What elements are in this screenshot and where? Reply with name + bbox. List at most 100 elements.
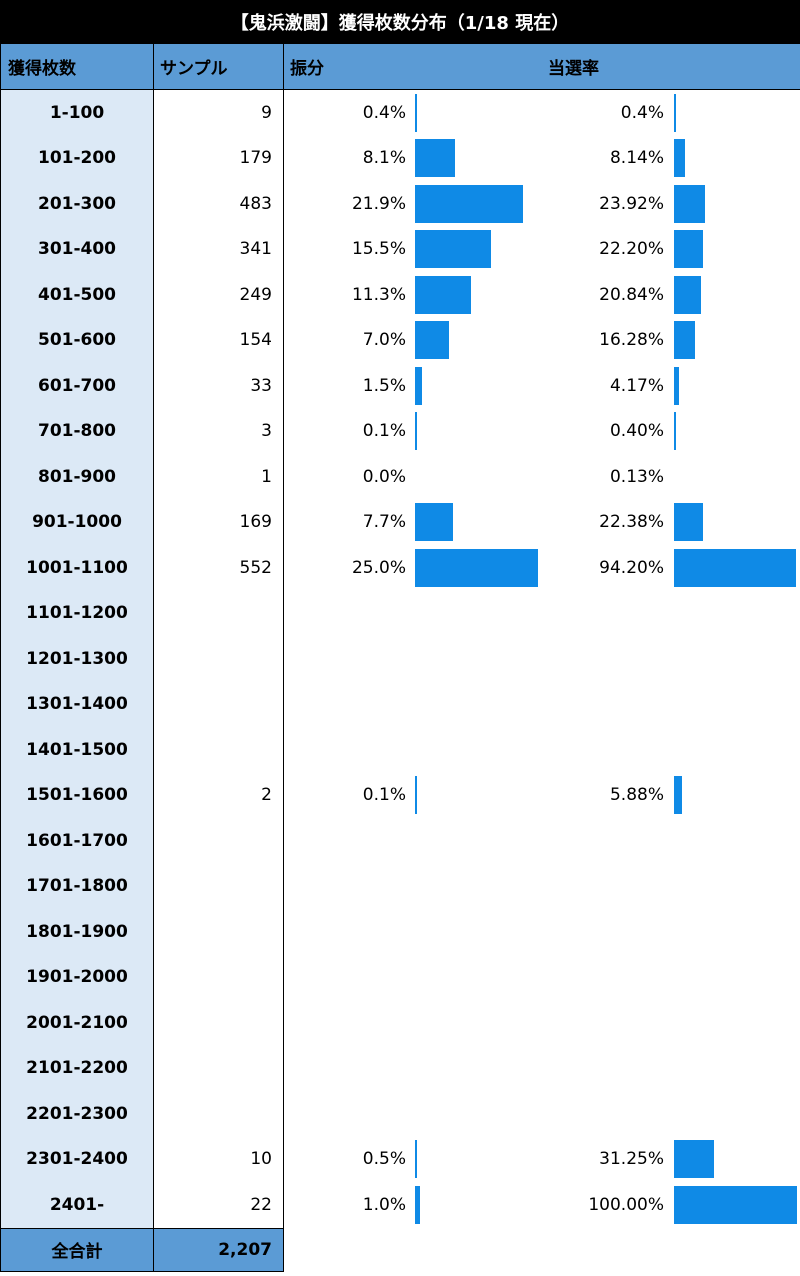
share-bar: [415, 139, 455, 177]
grid-line: [0, 44, 1, 1272]
rate-label: [540, 1091, 670, 1137]
sample-value: 1: [261, 466, 272, 487]
rate-label: [540, 727, 670, 773]
rate-bar: [674, 548, 796, 587]
share-bar: [415, 230, 492, 268]
rate-label: 0.13%: [609, 466, 664, 487]
rate-bar: [674, 503, 703, 541]
sample-value: [154, 1046, 284, 1092]
sample-value: [154, 636, 284, 682]
range-label: 2401-: [0, 1182, 154, 1228]
share-label: 0.4%: [362, 102, 406, 123]
sample-value: 33: [250, 375, 272, 396]
share-bar: [415, 776, 417, 814]
range-label: 1001-1100: [0, 545, 154, 591]
range-label: 1-100: [0, 90, 154, 136]
rate-label: 8.14%: [609, 148, 664, 169]
table-row: 801-900 1 0.0% 0.13%: [0, 454, 800, 500]
rate-label: 4.17%: [609, 375, 664, 396]
grid-line: [153, 44, 154, 1272]
range-label: 1701-1800: [0, 863, 154, 909]
header-share: 振分: [290, 59, 324, 79]
share-label: 11.3%: [351, 284, 406, 305]
rate-label: [540, 1046, 670, 1092]
header-sample: サンプル: [160, 59, 228, 79]
sample-value: [154, 1000, 284, 1046]
rate-label: [540, 1000, 670, 1046]
share-bar: [415, 1185, 420, 1224]
rate-label: [540, 636, 670, 682]
sample-value: [154, 955, 284, 1001]
sample-value: 22: [250, 1194, 272, 1215]
table-row: 1201-1300: [0, 636, 800, 682]
rate-label: 20.84%: [599, 284, 664, 305]
header-rate: 当選率: [548, 59, 599, 79]
rate-label: 0.40%: [609, 421, 664, 442]
rate-bar: [674, 1185, 797, 1224]
rate-label: 94.20%: [599, 557, 664, 578]
rate-label: 23.92%: [599, 193, 664, 214]
share-bar: [415, 366, 423, 405]
range-label: 401-500: [0, 272, 154, 318]
table-row: 101-200 179 8.1% 8.14%: [0, 135, 800, 181]
table-row: 901-1000 169 7.7% 22.38%: [0, 499, 800, 545]
range-label: 901-1000: [0, 499, 154, 545]
rate-label: [540, 909, 670, 955]
rate-label: 22.38%: [599, 512, 664, 533]
sample-value: [154, 682, 284, 728]
share-bar: [415, 321, 450, 359]
share-label: 25.0%: [351, 557, 406, 578]
rate-bar: [674, 184, 705, 223]
share-label: [284, 1046, 412, 1092]
share-bar: [415, 503, 453, 541]
rate-bar: [674, 93, 676, 132]
sample-value: [154, 591, 284, 637]
sample-value: [154, 909, 284, 955]
rate-label: [540, 955, 670, 1001]
share-label: [284, 1091, 412, 1137]
share-label: 0.0%: [362, 466, 406, 487]
grid-line: [0, 1270, 284, 1272]
share-label: 7.0%: [362, 330, 406, 351]
rate-label: 100.00%: [588, 1194, 664, 1215]
share-label: [284, 818, 412, 864]
table-row: 1101-1200: [0, 590, 800, 637]
table-row: 701-800 3 0.1% 0.40%: [0, 408, 800, 454]
share-label: 0.1%: [362, 785, 406, 806]
share-label: [284, 864, 412, 910]
sample-value: 3: [261, 421, 272, 442]
rate-bar: [674, 776, 682, 814]
table-row: 1-100 9 0.4% 0.4%: [0, 90, 800, 136]
table-row: 501-600 154 7.0% 16.28%: [0, 317, 800, 363]
share-label: 0.5%: [362, 1149, 406, 1170]
table-row: 1601-1700: [0, 818, 800, 864]
rate-label: 0.4%: [620, 102, 664, 123]
range-label: 101-200: [0, 135, 154, 181]
rate-bar: [674, 366, 680, 405]
sample-value: 9: [261, 102, 272, 123]
rate-bar: [674, 321, 696, 359]
table-row: 1401-1500: [0, 727, 800, 773]
sample-value: 2: [261, 785, 272, 806]
share-label: [284, 1000, 412, 1046]
share-bar: [415, 412, 417, 450]
range-label: 1101-1200: [0, 590, 154, 636]
rate-bar: [674, 139, 685, 177]
table-row: 2301-2400 10 0.5% 31.25%: [0, 1136, 800, 1182]
share-bar: [415, 548, 538, 587]
table-row: 1901-2000: [0, 954, 800, 1001]
range-label: 701-800: [0, 408, 154, 454]
rate-label: [540, 591, 670, 637]
table-row: 301-400 341 15.5% 22.20%: [0, 226, 800, 272]
table-row: 601-700 33 1.5% 4.17%: [0, 363, 800, 409]
range-label: 601-700: [0, 363, 154, 409]
range-label: 2301-2400: [0, 1136, 154, 1182]
range-label: 801-900: [0, 454, 154, 500]
range-label: 501-600: [0, 317, 154, 363]
table-row: 1301-1400: [0, 681, 800, 728]
grid-line: [283, 44, 284, 1272]
share-label: 1.0%: [362, 1194, 406, 1215]
share-label: 15.5%: [351, 239, 406, 260]
table-row: 1001-1100 552 25.0% 94.20%: [0, 545, 800, 591]
table-row: 1801-1900: [0, 909, 800, 955]
